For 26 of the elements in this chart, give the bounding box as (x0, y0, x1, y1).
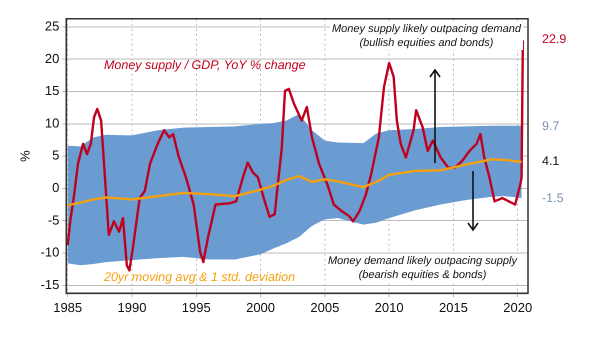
annotation: Money supply likely outpacing demand (bullish equities and bonds) (332, 22, 521, 50)
y-tick-label: 10 (44, 115, 60, 130)
y-tick-label: -15 (40, 276, 60, 292)
y-tick-label: 15 (44, 83, 60, 98)
text: 9.7 (542, 118, 560, 134)
x-tick-label: 2005 (310, 300, 340, 315)
y-tick-label: 20 (44, 50, 60, 66)
y-axis-title: % (17, 150, 32, 162)
x-tick-label: 1990 (118, 300, 146, 315)
x-tick-label: 1985 (53, 300, 82, 315)
text: -1.5 (542, 190, 564, 206)
text: 22.9 (542, 31, 566, 47)
y-tick-label: 5 (52, 148, 60, 163)
x-tick-label: 2000 (246, 300, 276, 315)
x-tick-label: 2015 (438, 300, 468, 315)
x-tick-label: 1995 (182, 300, 211, 315)
y-tick-label: -5 (48, 212, 60, 228)
y-tick-label: -10 (40, 244, 60, 260)
x-tick-label: 2010 (374, 300, 404, 315)
annotation: Money demand likely outpacing supply (bearish equities & bonds) (328, 254, 517, 282)
series-label: Money supply / GDP, YoY % change (104, 58, 306, 72)
text: 20yr moving avg & 1 std. deviation (104, 270, 296, 284)
text: 4.1 (542, 153, 560, 169)
x-tick-label: 2020 (503, 300, 532, 315)
y-tick-label: 0 (52, 180, 60, 195)
y-tick-label: 25 (44, 18, 60, 34)
